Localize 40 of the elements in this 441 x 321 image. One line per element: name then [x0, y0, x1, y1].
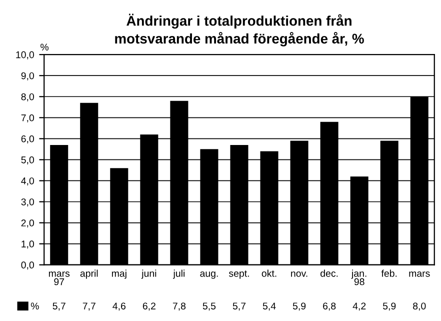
y-axis-title: % — [40, 44, 48, 51]
y-tick-label: 7,0 — [21, 114, 34, 122]
data-label: 5,7 — [232, 302, 246, 311]
x-tick-label: mars — [409, 272, 430, 277]
x-tick-label: jan. 98 — [351, 270, 366, 286]
x-tick-label: aug. — [200, 272, 218, 279]
data-label: 8,0 — [413, 302, 426, 311]
x-tick-label: nov. — [291, 272, 308, 277]
data-label: 6,8 — [323, 302, 336, 311]
y-tick-label: 4,0 — [21, 177, 34, 186]
data-label: 4,2 — [352, 302, 366, 311]
data-label: 5,9 — [382, 302, 396, 311]
x-tick-label: sept. — [228, 270, 249, 279]
data-label: 4,6 — [112, 302, 126, 311]
x-tick-label: dec. — [320, 270, 338, 277]
data-label: 6,2 — [142, 302, 156, 311]
x-tick-label: juli — [173, 270, 184, 279]
data-label: 5,7 — [52, 302, 66, 311]
y-tick-label: 0,0 — [21, 262, 34, 270]
y-tick-label: 9,0 — [21, 72, 34, 80]
y-tick-label: 5,0 — [21, 156, 34, 164]
data-label: 5,9 — [292, 302, 306, 311]
y-tick-label: 6,0 — [21, 135, 34, 144]
y-tick-label: 3,0 — [21, 198, 34, 207]
x-tick-label: feb. — [381, 270, 397, 277]
data-label: 7,8 — [172, 302, 186, 311]
x-tick-label: okt. — [262, 270, 276, 277]
legend-label: % — [30, 302, 39, 310]
x-tick-label: april — [80, 270, 98, 279]
y-tick-label: 10,0 — [16, 51, 34, 60]
y-tick-label: 8,0 — [21, 93, 34, 102]
chart-title: Ändringar i totalproduktionen från motsvarande månad föregående år, % — [115, 14, 364, 46]
x-tick-label: maj — [112, 270, 126, 279]
x-tick-label: juni — [141, 270, 156, 279]
y-tick-label: 1,0 — [22, 240, 34, 249]
data-label: 5,5 — [202, 302, 216, 311]
y-tick-label: 2,0 — [21, 220, 34, 228]
data-label: 5,4 — [262, 302, 276, 311]
data-label: 7,7 — [82, 302, 96, 311]
x-tick-label: mars 97 — [48, 272, 70, 286]
